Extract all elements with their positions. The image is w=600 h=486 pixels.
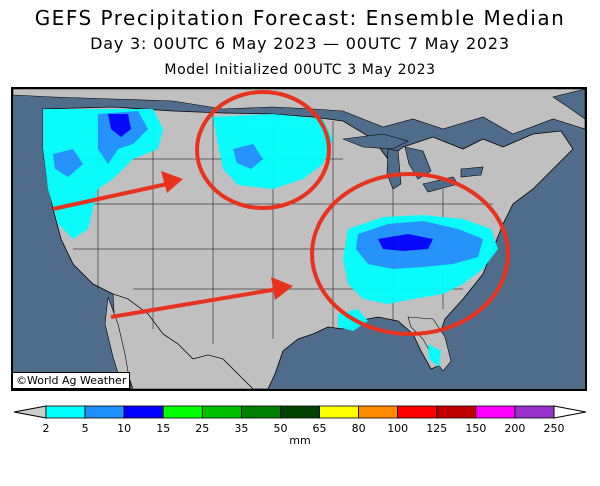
precip-southeast-heavy: [378, 234, 433, 251]
legend-swatch: [240, 405, 281, 419]
precipitation-legend: 2 5 10 15 25 35 50 65 80 100 125 150 200 250: [12, 400, 588, 460]
legend-tick-label: 50: [273, 422, 288, 435]
annotation-arrow-northwest: [52, 182, 168, 211]
legend-swatch: [319, 405, 360, 419]
legend-swatch: [475, 405, 516, 419]
legend-tick-label: 2: [42, 422, 50, 435]
legend-swatch: [358, 405, 399, 419]
lake-michigan: [386, 148, 402, 190]
baja-peninsula: [104, 296, 132, 389]
legend-tick-label: 125: [426, 422, 448, 435]
model-init-time: Model Initialized 00UTC 3 May 2023: [164, 62, 436, 78]
annotation-arrowheads: [161, 171, 293, 300]
forecast-period: Day 3: 00UTC 6 May 2023 — 00UTC 7 May 20…: [90, 34, 510, 53]
annotation-circle-southeast: [310, 172, 510, 336]
legend-tick-label: 65: [312, 422, 327, 435]
legend-tick-label: 200: [504, 422, 526, 435]
precipitation-map: [11, 87, 587, 391]
canada-landmass: [13, 89, 585, 135]
legend-swatch: [397, 405, 438, 419]
legend-swatch: [280, 405, 320, 419]
legend-tick-label: 100: [387, 422, 409, 435]
legend-swatch: [436, 405, 477, 419]
legend-units: mm: [289, 434, 311, 447]
legend-high-triangle: [553, 405, 587, 419]
arrowhead-northwest: [161, 171, 183, 193]
legend-colorbar: [13, 405, 587, 419]
precip-florida-light: [428, 344, 441, 367]
precip-northern-plains-medium: [233, 144, 263, 169]
arrowhead-southwest: [271, 277, 293, 300]
legend-low-triangle: [13, 405, 47, 419]
map-title: GEFS Precipitation Forecast: Ensemble Me…: [34, 6, 566, 30]
legend-tick-label: 10: [117, 422, 132, 435]
legend-swatch: [201, 405, 242, 419]
legend-swatch: [84, 405, 125, 419]
legend-swatch: [45, 405, 86, 419]
precip-idaho-medium: [53, 149, 83, 177]
legend-tick-label: 150: [465, 422, 487, 435]
map-credit: ©World Ag Weather: [12, 372, 131, 389]
legend-swatch: [162, 405, 203, 419]
lake-ontario: [460, 166, 484, 178]
legend-swatch: [514, 405, 555, 419]
legend-tick-label: 250: [543, 422, 565, 435]
northern-water: [552, 89, 585, 120]
legend-tick-label: 5: [81, 422, 89, 435]
legend-tick-label: 15: [156, 422, 171, 435]
legend-tick-label: 80: [351, 422, 366, 435]
precip-northwest-heavy: [108, 114, 131, 137]
legend-swatch: [123, 405, 164, 419]
precip-northern-plains-light: [213, 114, 333, 189]
legend-tick-label: 25: [195, 422, 210, 435]
legend-tick-label: 35: [234, 422, 249, 435]
lake-superior: [342, 133, 409, 150]
annotation-circle-northern-plains: [195, 90, 331, 210]
annotation-arrow-southwest: [110, 287, 279, 319]
forecast-annotations: [52, 90, 510, 336]
